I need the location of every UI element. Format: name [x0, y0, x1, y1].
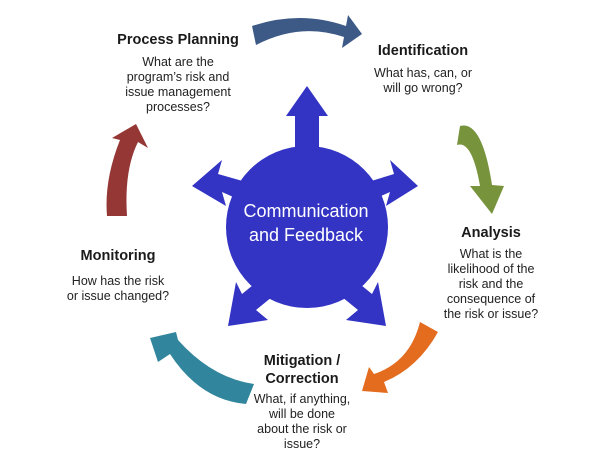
- communication-hub: [192, 86, 418, 326]
- stage-description: What are the program’s risk and issue ma…: [100, 55, 256, 115]
- stage-description: What, if anything, will be done about th…: [232, 392, 372, 452]
- desc-line: likelihood of the: [447, 262, 535, 276]
- stage-title: Process Planning: [117, 32, 239, 48]
- title-line: Correction: [265, 371, 339, 387]
- arrow-planning-to-identification: [252, 15, 362, 48]
- desc-line: risk and the: [458, 277, 524, 291]
- stage-process-planning: Process Planning What are the program’s …: [100, 31, 256, 115]
- stage-title: Analysis: [461, 225, 521, 241]
- title-line: Mitigation /: [263, 353, 341, 369]
- stage-identification: Identification What has, can, or will go…: [358, 42, 488, 96]
- arrow-identification-to-analysis: [457, 125, 504, 214]
- stage-title: Mitigation / Correction: [232, 352, 372, 388]
- desc-line: consequence of: [446, 292, 536, 306]
- center-label: Communication and Feedback: [226, 199, 386, 247]
- desc-line: processes?: [146, 100, 210, 114]
- desc-line: issue?: [283, 437, 321, 451]
- desc-line: What are the: [142, 55, 214, 69]
- stage-monitoring: Monitoring How has the risk or issue cha…: [48, 247, 188, 304]
- stage-description: What has, can, or will go wrong?: [358, 66, 488, 96]
- stage-description: How has the risk or issue changed?: [48, 274, 188, 304]
- desc-line: will go wrong?: [383, 81, 463, 95]
- desc-line: How has the risk: [71, 274, 165, 288]
- center-label-line1: Communication: [243, 201, 369, 221]
- desc-line: What has, can, or: [374, 66, 472, 80]
- hub-arrow-left: [192, 160, 246, 206]
- center-label-line2: and Feedback: [248, 225, 364, 245]
- arrow-mitigation-to-monitoring: [150, 332, 254, 404]
- desc-line: about the risk or: [257, 422, 347, 436]
- hub-circle: [226, 146, 388, 308]
- desc-line: issue management: [125, 85, 231, 99]
- desc-line: or issue changed?: [66, 289, 170, 303]
- stage-description: What is the likelihood of the risk and t…: [426, 247, 556, 322]
- stage-mitigation-correction: Mitigation / Correction What, if anythin…: [232, 352, 372, 452]
- desc-line: will be done: [268, 407, 335, 421]
- desc-line: program’s risk and: [126, 70, 230, 84]
- hub-arrow-up: [286, 86, 328, 154]
- stage-analysis: Analysis What is the likelihood of the r…: [426, 224, 556, 322]
- stage-title: Identification: [377, 43, 469, 59]
- arrow-monitoring-to-planning: [106, 124, 148, 216]
- desc-line: What is the: [459, 247, 523, 261]
- stage-title: Monitoring: [80, 248, 156, 264]
- desc-line: the risk or issue?: [443, 307, 539, 321]
- desc-line: What, if anything,: [253, 392, 351, 406]
- arrow-analysis-to-mitigation: [362, 322, 438, 393]
